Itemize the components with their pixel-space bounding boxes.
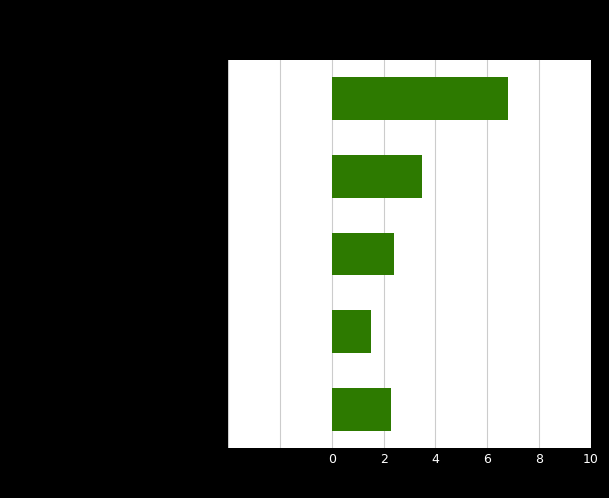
Bar — [332, 233, 394, 275]
Bar — [332, 310, 371, 353]
Bar — [332, 77, 508, 120]
Bar — [332, 388, 392, 431]
Bar — [332, 155, 423, 198]
